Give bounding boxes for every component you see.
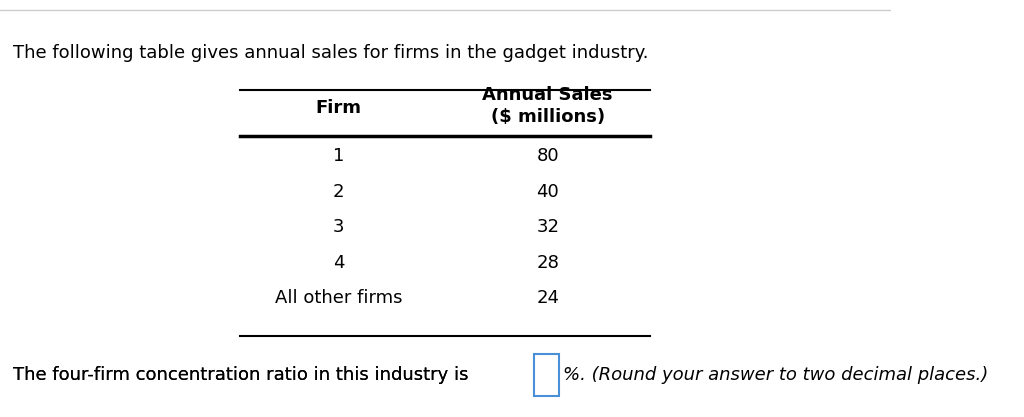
Text: 80: 80 bbox=[537, 147, 559, 166]
Text: 1: 1 bbox=[333, 147, 344, 166]
Text: The four-firm concentration ratio in this industry is: The four-firm concentration ratio in thi… bbox=[13, 366, 474, 384]
Text: %. (Round your answer to two decimal places.): %. (Round your answer to two decimal pla… bbox=[563, 366, 988, 384]
Text: All other firms: All other firms bbox=[274, 289, 402, 307]
Text: Firm: Firm bbox=[315, 99, 361, 118]
Text: 40: 40 bbox=[537, 183, 559, 201]
Text: The four-firm concentration ratio in this industry is: The four-firm concentration ratio in thi… bbox=[13, 366, 474, 384]
Text: 3: 3 bbox=[333, 218, 344, 236]
Text: Annual Sales
($ millions): Annual Sales ($ millions) bbox=[482, 86, 613, 126]
Text: 4: 4 bbox=[333, 254, 344, 272]
FancyBboxPatch shape bbox=[534, 354, 559, 396]
Text: 24: 24 bbox=[537, 289, 559, 307]
Text: 28: 28 bbox=[537, 254, 559, 272]
Text: 2: 2 bbox=[333, 183, 344, 201]
Text: The following table gives annual sales for firms in the gadget industry.: The following table gives annual sales f… bbox=[13, 44, 649, 62]
Text: 32: 32 bbox=[537, 218, 559, 236]
